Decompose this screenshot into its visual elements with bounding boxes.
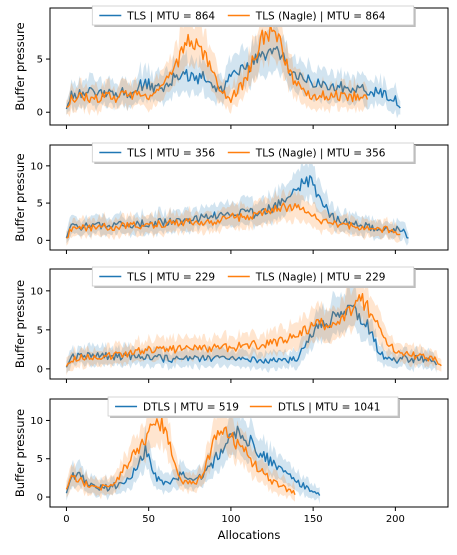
- y-tick-label: 0: [37, 364, 43, 375]
- y-tick-label: 10: [30, 286, 43, 297]
- y-tick-label: 0: [37, 236, 43, 247]
- x-tick-label: 0: [63, 514, 69, 525]
- y-axis-label: Buffer pressure: [13, 409, 27, 497]
- legend-label: DTLS | MTU = 1041: [278, 402, 381, 414]
- y-axis-label: Buffer pressure: [13, 280, 27, 368]
- y-tick-label: 5: [37, 199, 43, 210]
- y-tick-label: 0: [37, 108, 43, 119]
- legend: TLS | MTU = 864 TLS (Nagle) | MTU = 864: [91, 5, 416, 27]
- x-tick-label: 50: [142, 514, 155, 525]
- series-line-1-2: [66, 23, 369, 108]
- y-tick-label: 0: [37, 493, 43, 504]
- legend-label: TLS (Nagle) | MTU = 356: [255, 148, 386, 160]
- x-tick-label: 100: [221, 514, 240, 525]
- legend-label: TLS | MTU = 864: [126, 11, 215, 23]
- series-band-3-1: [66, 284, 437, 374]
- legend: DTLS | MTU = 519 DTLS | MTU = 1041: [107, 396, 400, 418]
- panel-1: 0 5 Buffer pressure TLS | MTU = 864 TLS (Nag…: [13, 5, 449, 129]
- series-band-3-2: [66, 272, 442, 376]
- legend-box: [91, 5, 415, 26]
- y-tick-label: 5: [37, 454, 43, 465]
- series-band-1-2: [66, 8, 368, 118]
- y-tick-label: 5: [37, 55, 43, 66]
- y-axis-label: Buffer pressure: [13, 153, 27, 241]
- series-line-1-1: [65, 45, 401, 110]
- legend-label: TLS | MTU = 356: [126, 148, 215, 160]
- y-tick-label: 5: [37, 325, 43, 336]
- series-line-4-2: [65, 416, 296, 495]
- series-line-2-2: [66, 202, 401, 239]
- legend: TLS | MTU = 356 TLS (Nagle) | MTU = 356: [91, 142, 416, 164]
- x-tick-label: 200: [386, 514, 405, 525]
- y-axis-label: Buffer pressure: [13, 22, 27, 110]
- legend-label: TLS | MTU = 229: [126, 272, 215, 284]
- legend-label: TLS (Nagle) | MTU = 864: [255, 11, 386, 23]
- legend-label: DTLS | MTU = 519: [143, 402, 239, 414]
- legend-box: [91, 142, 415, 163]
- legend-label: TLS (Nagle) | MTU = 229: [255, 272, 386, 284]
- x-tick-label: 150: [304, 514, 323, 525]
- y-tick-label: 10: [30, 161, 43, 172]
- series-line-4-1: [65, 425, 321, 496]
- series-band-4-2: [66, 399, 296, 502]
- legend-box: [91, 266, 415, 287]
- x-axis-label: Allocations: [218, 528, 281, 542]
- series-line-3-2: [65, 293, 442, 367]
- y-tick-label: 10: [30, 416, 43, 427]
- legend: TLS | MTU = 229 TLS (Nagle) | MTU = 229: [91, 266, 416, 288]
